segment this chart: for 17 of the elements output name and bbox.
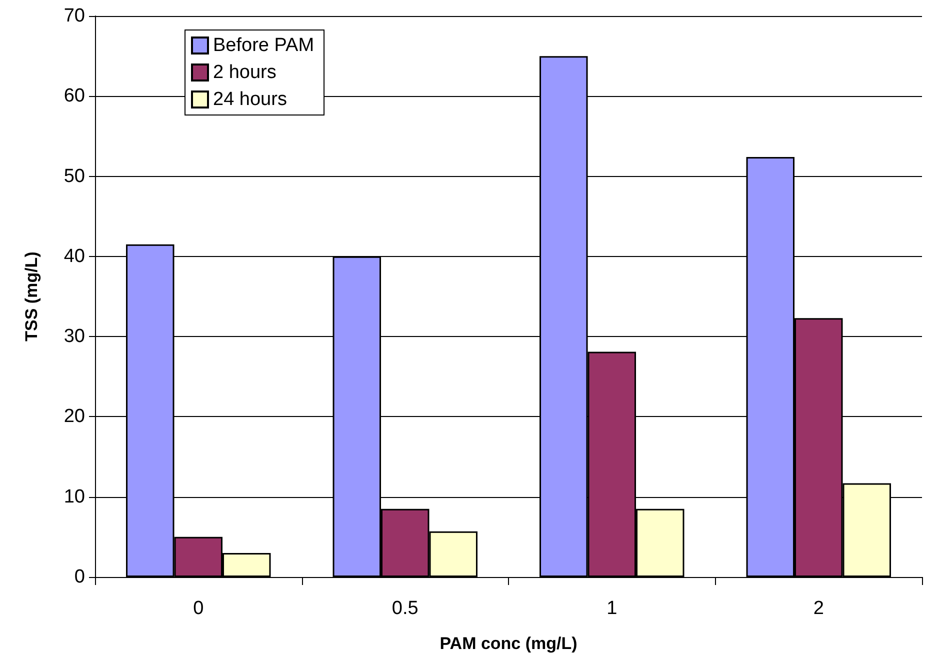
- x-tick-label: 1: [606, 598, 618, 619]
- y-tick-label: 10: [64, 486, 85, 508]
- legend-label: 2 hours: [213, 62, 276, 83]
- x-tick-label: 2: [813, 598, 824, 619]
- y-tick-label: 40: [64, 246, 85, 267]
- y-tick-label: 50: [64, 166, 85, 187]
- y-tick-label: 30: [64, 326, 85, 348]
- legend-label: 24 hours: [213, 89, 287, 110]
- y-tick-label: 0: [74, 566, 85, 588]
- y-tick-label: 70: [64, 6, 85, 26]
- y-tick-label: 60: [64, 86, 85, 107]
- y-tick-label: 20: [64, 406, 85, 428]
- x-tick-label: 0: [193, 598, 204, 619]
- x-axis-title: PAM conc (mg/L): [440, 634, 578, 653]
- x-tick-label: 0.5: [392, 598, 418, 619]
- legend-label: Before PAM: [213, 35, 314, 56]
- y-axis-title: TSS (mg/L): [22, 252, 41, 342]
